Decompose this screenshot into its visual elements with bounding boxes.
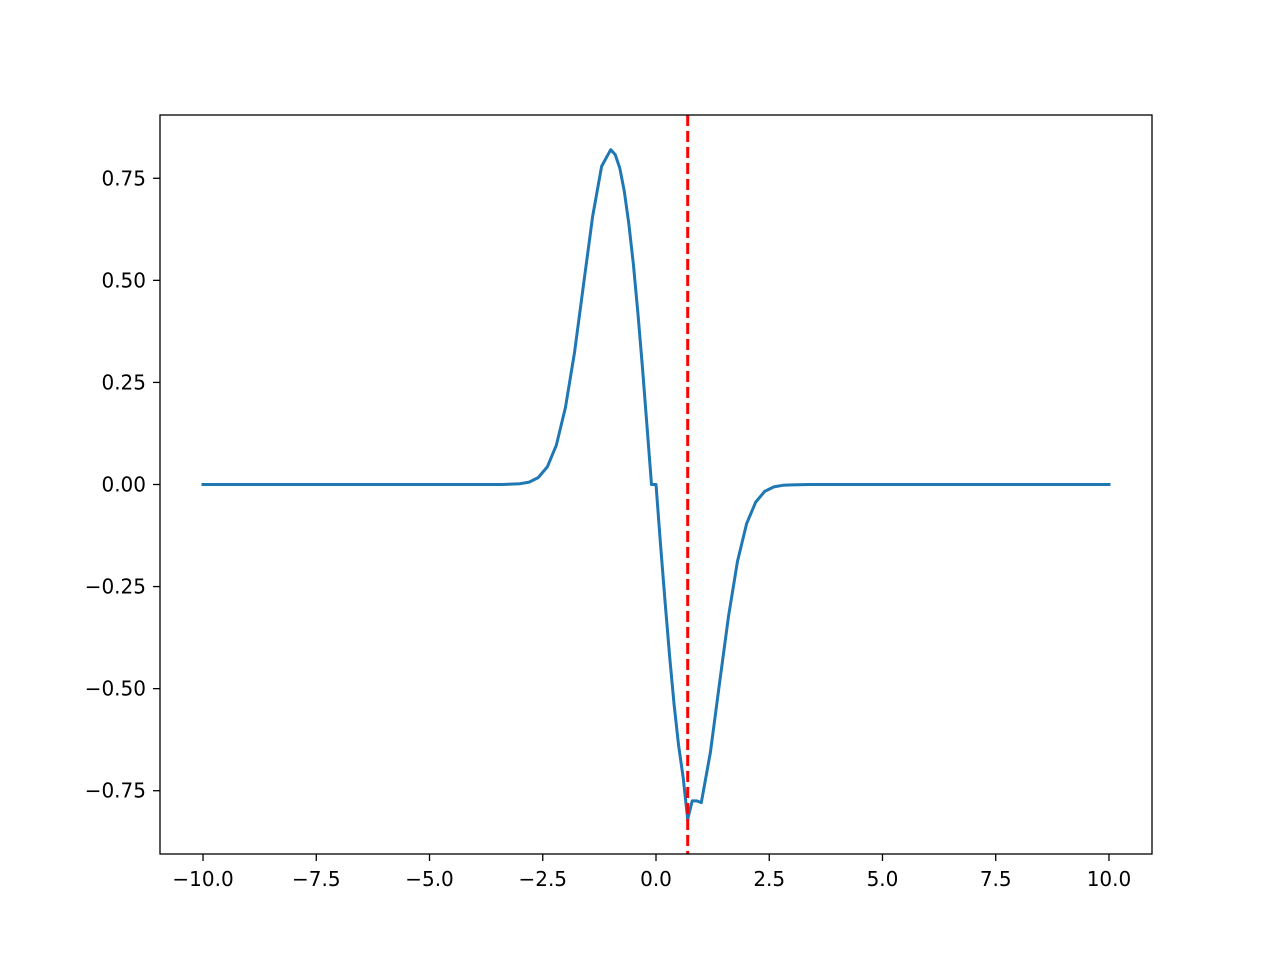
x-tick-label: 7.5 [980, 867, 1012, 891]
y-tick-label: 0.50 [101, 268, 146, 292]
axis-ticks: −10.0 −7.5 −5.0 −2.5 0.0 2.5 5.0 7.5 10.0 0.75 0.5… [85, 166, 1132, 891]
x-tick-label: −5.0 [405, 867, 454, 891]
y-tick-label: −0.50 [85, 677, 146, 701]
y-tick-label: 0.75 [101, 166, 146, 190]
x-tick-label: 10.0 [1087, 867, 1132, 891]
x-tick-label: −2.5 [518, 867, 567, 891]
y-tick-label: 0.25 [101, 370, 146, 394]
y-tick-label: −0.25 [85, 575, 146, 599]
series-line-0 [201, 148, 1111, 821]
x-tick-label: −7.5 [292, 867, 341, 891]
y-tick-label: −0.75 [85, 779, 146, 803]
x-tick-label: 0.0 [640, 867, 672, 891]
plot-frame [159, 114, 1153, 855]
chart-marks [201, 115, 1111, 854]
x-tick-label: 5.0 [867, 867, 899, 891]
y-tick-label: 0.00 [101, 473, 146, 497]
x-tick-label: −10.0 [172, 867, 233, 891]
x-tick-label: 2.5 [753, 867, 785, 891]
